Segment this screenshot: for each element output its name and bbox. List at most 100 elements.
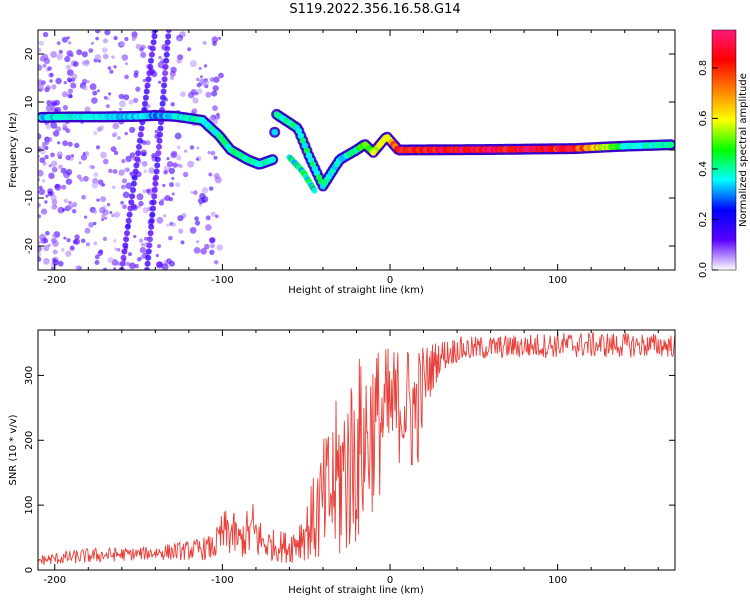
secondary-track-mark	[157, 125, 164, 132]
spectrum-speckle	[84, 151, 90, 157]
spectrum-speckle	[204, 243, 210, 250]
spectrum-speckle	[113, 150, 119, 156]
spectrum-speckle	[66, 36, 70, 40]
secondary-track-mark	[127, 205, 134, 212]
spectrum-speckle	[141, 160, 148, 167]
spectrum-speckle	[51, 199, 58, 206]
secondary-track-mark	[164, 39, 171, 46]
spectrogram-y-axis-label: Frequency (Hz)	[8, 112, 19, 188]
spectrum-speckle	[41, 80, 46, 86]
spectrum-speckle	[61, 36, 68, 43]
spectrum-speckle	[47, 66, 52, 71]
spectrum-speckle	[78, 161, 82, 165]
spectrum-speckle	[168, 260, 175, 267]
spectrum-speckle	[38, 256, 42, 263]
spectrum-speckle	[213, 155, 218, 160]
spectrum-speckle	[111, 185, 116, 190]
spectrum-speckle	[196, 146, 200, 150]
spectrum-speckle	[50, 160, 58, 167]
spectrum-speckle	[46, 100, 52, 106]
secondary-track-mark	[154, 162, 161, 169]
secondary-track-mark	[151, 33, 158, 40]
spectrum-speckle	[41, 208, 48, 215]
spectrum-speckle	[103, 267, 108, 270]
secondary-track-mark	[163, 51, 170, 58]
spectrum-speckle	[91, 97, 98, 104]
spectrum-speckle	[40, 149, 46, 155]
spectrum-speckle	[54, 183, 62, 191]
spectrum-speckle	[201, 187, 209, 194]
secondary-track-mark	[157, 131, 163, 138]
colorbar-tick-label: 0.6	[698, 110, 709, 126]
spectrogram-y-tick-label: 20	[24, 48, 35, 61]
spectrum-speckle	[207, 150, 211, 155]
spectrum-speckle	[160, 198, 164, 203]
secondary-track-mark	[148, 217, 155, 224]
secondary-track-mark	[146, 70, 153, 77]
colorbar-gradient	[711, 29, 737, 271]
spectrum-speckle	[180, 240, 185, 245]
spectrogram-x-tick-label: 0	[387, 275, 393, 286]
spectrum-speckle	[210, 243, 215, 249]
spectrum-speckle	[177, 215, 184, 222]
spectrum-speckle	[66, 238, 71, 243]
spectrum-speckle	[156, 216, 164, 224]
spectrum-speckle	[124, 131, 128, 136]
spectrum-speckle	[196, 88, 203, 94]
spectrum-speckle	[90, 41, 94, 45]
spectrum-speckle	[212, 85, 219, 92]
colorbar-tick-label: 0.2	[698, 212, 709, 228]
secondary-track-mark	[161, 82, 168, 89]
spectrum-speckle	[45, 124, 52, 130]
spectrum-speckle	[101, 218, 105, 221]
spectrum-speckle	[65, 154, 71, 161]
snr-y-tick-label: 300	[24, 366, 35, 385]
spectrum-speckle	[38, 64, 43, 71]
spectrum-speckle	[133, 234, 137, 239]
secondary-track-mark	[144, 260, 151, 267]
spectrum-speckle	[147, 104, 151, 108]
spectrum-speckle	[113, 35, 118, 41]
spectrum-speckle	[94, 30, 101, 34]
spectrum-speckle	[113, 65, 117, 69]
spectrum-speckle	[82, 85, 88, 91]
secondary-track-mark	[142, 94, 149, 101]
spectrum-speckle	[101, 183, 106, 187]
spectrum-speckle	[42, 63, 47, 68]
secondary-track-mark	[148, 51, 155, 58]
secondary-track-mark	[145, 76, 152, 83]
secondary-track-mark	[133, 162, 140, 169]
secondary-track-mark	[147, 236, 153, 243]
spectrum-speckle	[133, 73, 139, 78]
spectrum-speckle	[108, 168, 113, 174]
spectrum-speckle	[118, 107, 123, 111]
spectrum-speckle	[142, 207, 149, 214]
spectrum-speckle	[111, 55, 115, 59]
spectrum-speckle	[120, 201, 124, 205]
spectrum-speckle	[125, 155, 132, 163]
spectrum-speckle	[184, 149, 188, 153]
spectrum-speckle	[174, 132, 182, 140]
spectrum-speckle	[209, 186, 214, 191]
spectrum-speckle	[52, 233, 56, 238]
spectrum-speckle	[189, 60, 197, 68]
spectrum-speckle	[124, 36, 129, 42]
spectrum-speckle	[195, 240, 200, 244]
spectrum-speckle	[62, 208, 66, 212]
spectrum-speckle	[56, 151, 63, 158]
colorbar-tick-label: 0.4	[698, 161, 709, 177]
spectrum-speckle	[176, 58, 182, 64]
spectrum-speckle	[196, 77, 200, 82]
spectrogram-x-tick-label: -200	[43, 275, 66, 286]
spectrum-speckle	[107, 66, 112, 70]
secondary-track-mark	[121, 248, 128, 255]
spectrum-speckle	[63, 81, 67, 85]
spectrum-speckle	[42, 31, 49, 38]
spectrum-speckle	[135, 86, 141, 92]
spectrum-speckle	[104, 216, 108, 220]
spectrum-speckle	[56, 41, 61, 45]
spectrum-speckle	[200, 248, 207, 255]
secondary-track-mark	[126, 211, 133, 218]
spectrum-speckle	[67, 88, 74, 94]
spectrum-speckle	[124, 74, 129, 80]
